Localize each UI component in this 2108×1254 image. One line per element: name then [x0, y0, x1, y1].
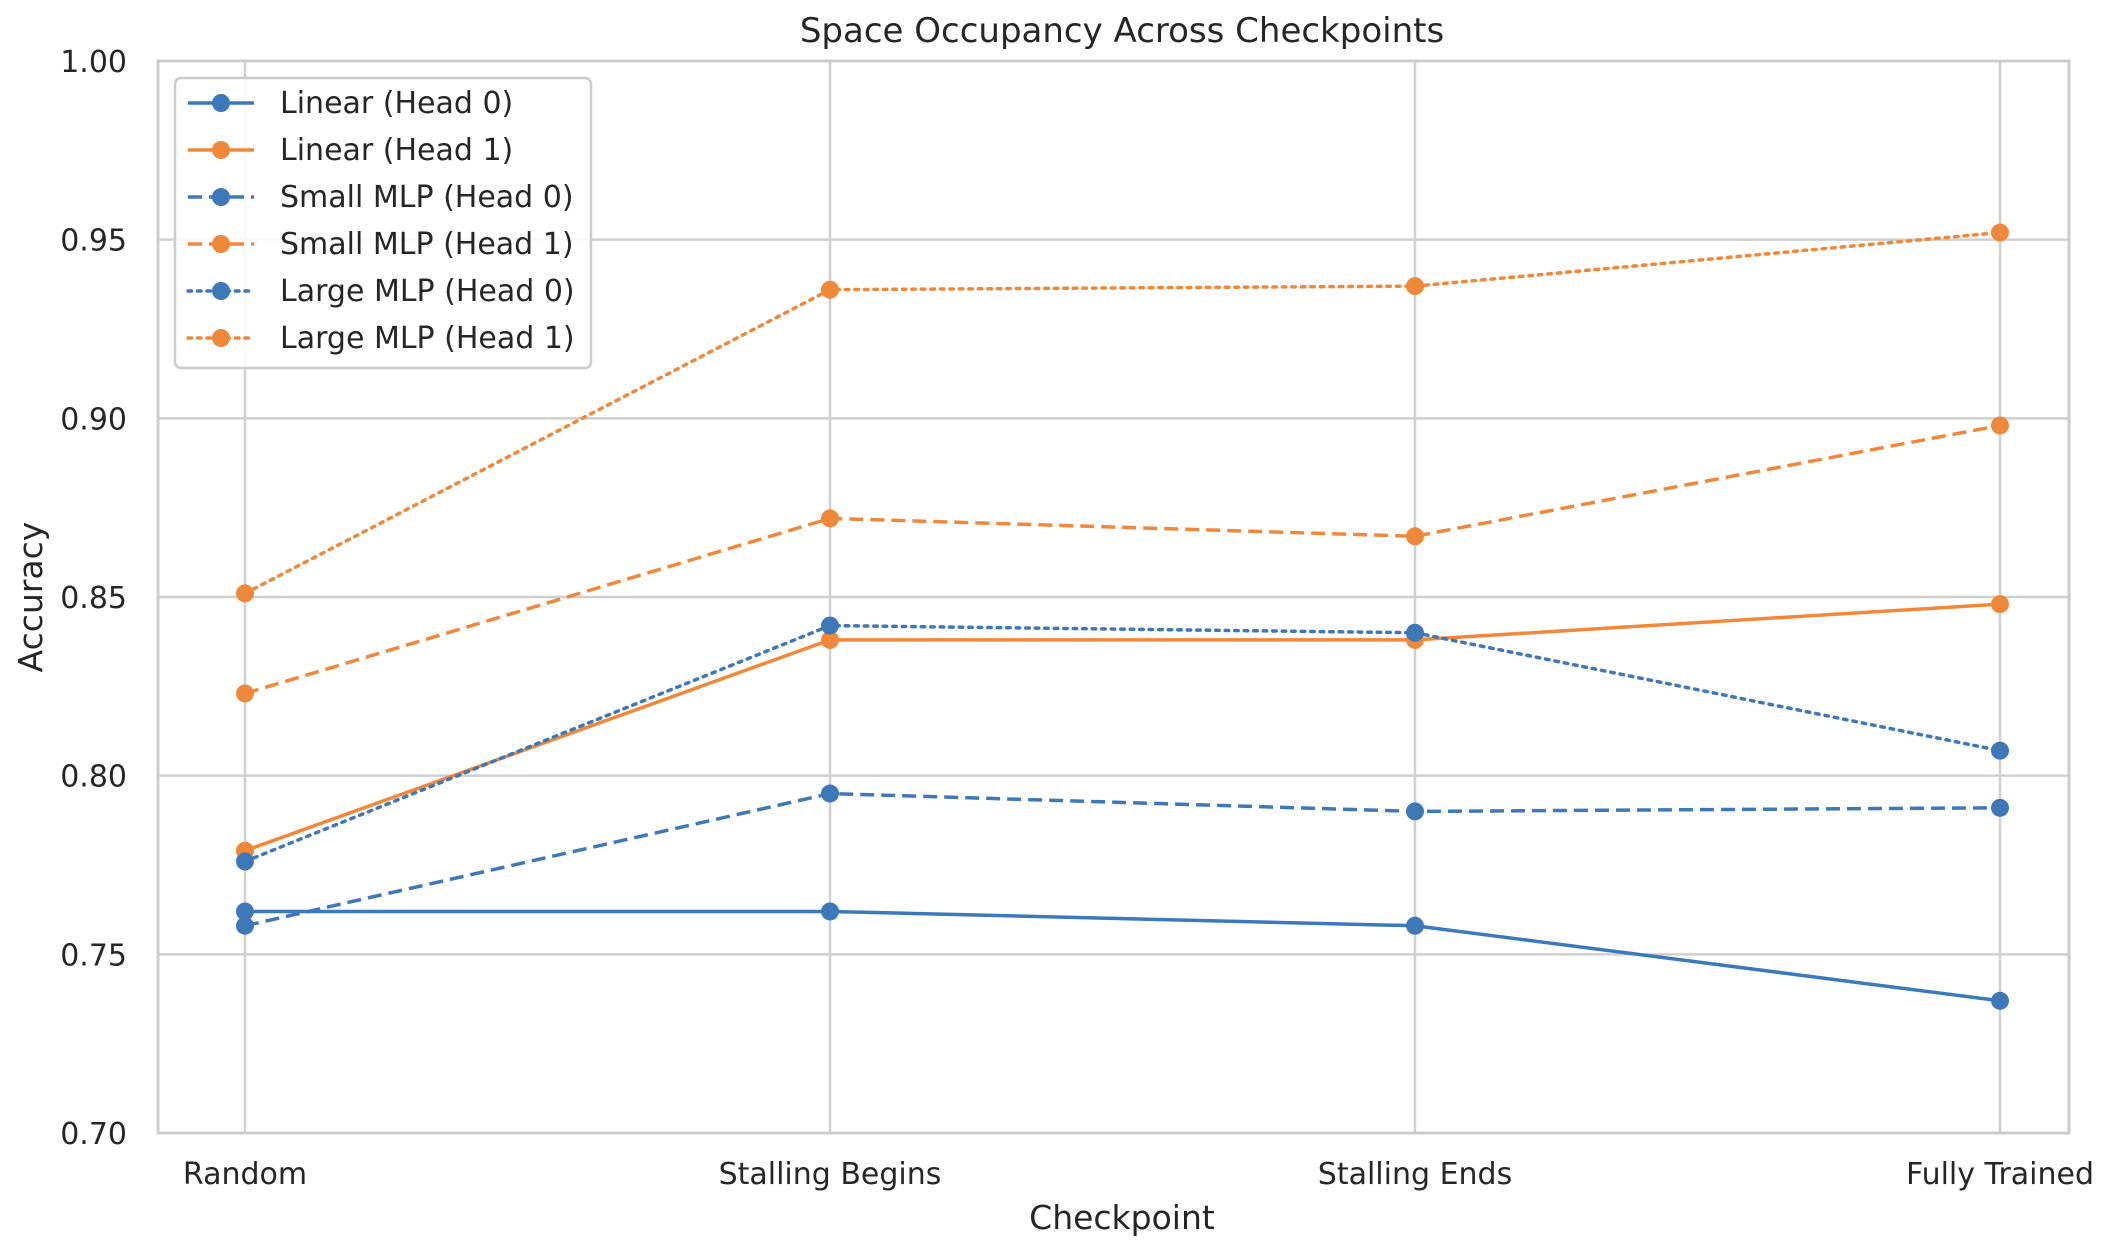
legend-marker	[212, 188, 230, 206]
data-point	[821, 280, 839, 299]
x-axis-label: Checkpoint	[1029, 1198, 1215, 1237]
x-tick-label: Fully Trained	[1906, 1157, 2094, 1192]
data-point	[236, 902, 254, 921]
x-tick-label: Stalling Begins	[719, 1157, 942, 1192]
legend-label: Linear (Head 0)	[280, 86, 513, 121]
series-line	[244, 423, 2001, 696]
series-line	[244, 791, 2001, 928]
y-tick-label: 0.75	[60, 938, 127, 973]
series	[236, 784, 2009, 935]
legend-box	[173, 76, 593, 370]
plot-frame	[156, 59, 2071, 1135]
x-tick-label: Stalling Ends	[1318, 1157, 1512, 1192]
legend-entry: Linear (Head 1)	[188, 133, 513, 168]
x-tick-label: Random	[183, 1157, 307, 1192]
legend-marker	[212, 235, 230, 253]
data-point	[1991, 223, 2009, 242]
y-tick-labels: 0.70 0.75 0.80 0.85 0.90 0.95 1.00	[60, 45, 127, 1152]
x-tick-labels: Random Stalling Begins Stalling Ends Fully …	[183, 1157, 2094, 1192]
data-point	[1406, 916, 1424, 935]
y-tick-label: 0.70	[60, 1117, 127, 1152]
series	[236, 416, 2009, 703]
data-point	[1991, 741, 2009, 760]
legend-marker	[212, 141, 230, 159]
data-point	[1991, 798, 2009, 817]
data-point	[236, 916, 254, 935]
y-tick-label: 0.95	[60, 224, 127, 259]
series-line	[243, 623, 2002, 864]
data-point	[1406, 527, 1424, 546]
series	[236, 616, 2009, 871]
legend-entry: Small MLP (Head 1)	[188, 227, 574, 262]
legend-label: Small MLP (Head 0)	[280, 180, 574, 215]
legend-marker	[212, 282, 230, 300]
data-point	[1991, 991, 2009, 1010]
data-point	[236, 852, 254, 871]
data-point	[821, 784, 839, 803]
series-line	[243, 230, 2002, 596]
legend-entry: Large MLP (Head 1)	[186, 321, 575, 356]
data-point	[821, 630, 839, 649]
data-point	[821, 616, 839, 635]
data-point	[236, 684, 254, 703]
y-tick-label: 1.00	[60, 45, 127, 80]
y-tick-label: 0.90	[60, 402, 127, 437]
chart-title: Space Occupancy Across Checkpoints	[800, 11, 1444, 51]
legend-label: Large MLP (Head 1)	[280, 321, 575, 356]
data-point	[1406, 802, 1424, 821]
y-tick-label: 0.80	[60, 760, 127, 795]
data-point	[1991, 595, 2009, 614]
series	[236, 223, 2009, 603]
y-axis-label: Accuracy	[11, 522, 50, 673]
series-lines	[236, 223, 2009, 1010]
legend-label: Linear (Head 1)	[280, 133, 513, 168]
data-point	[821, 509, 839, 528]
data-point	[236, 584, 254, 603]
series	[236, 902, 2009, 1010]
legend-entry: Small MLP (Head 0)	[188, 180, 574, 215]
legend-marker	[212, 329, 230, 347]
data-point	[1406, 623, 1424, 642]
legend-label: Large MLP (Head 0)	[280, 274, 575, 309]
legend-marker	[212, 94, 230, 112]
legend-label: Small MLP (Head 1)	[280, 227, 574, 262]
series-line	[245, 909, 2001, 1003]
legend-entry: Linear (Head 0)	[188, 86, 513, 121]
legend: Linear (Head 0) Linear (Head 1) Small MLP …	[173, 76, 593, 370]
data-point	[1991, 416, 2009, 435]
data-point	[821, 902, 839, 921]
y-tick-label: 0.85	[60, 581, 127, 616]
data-point	[1406, 277, 1424, 296]
legend-entry: Large MLP (Head 0)	[186, 274, 575, 309]
